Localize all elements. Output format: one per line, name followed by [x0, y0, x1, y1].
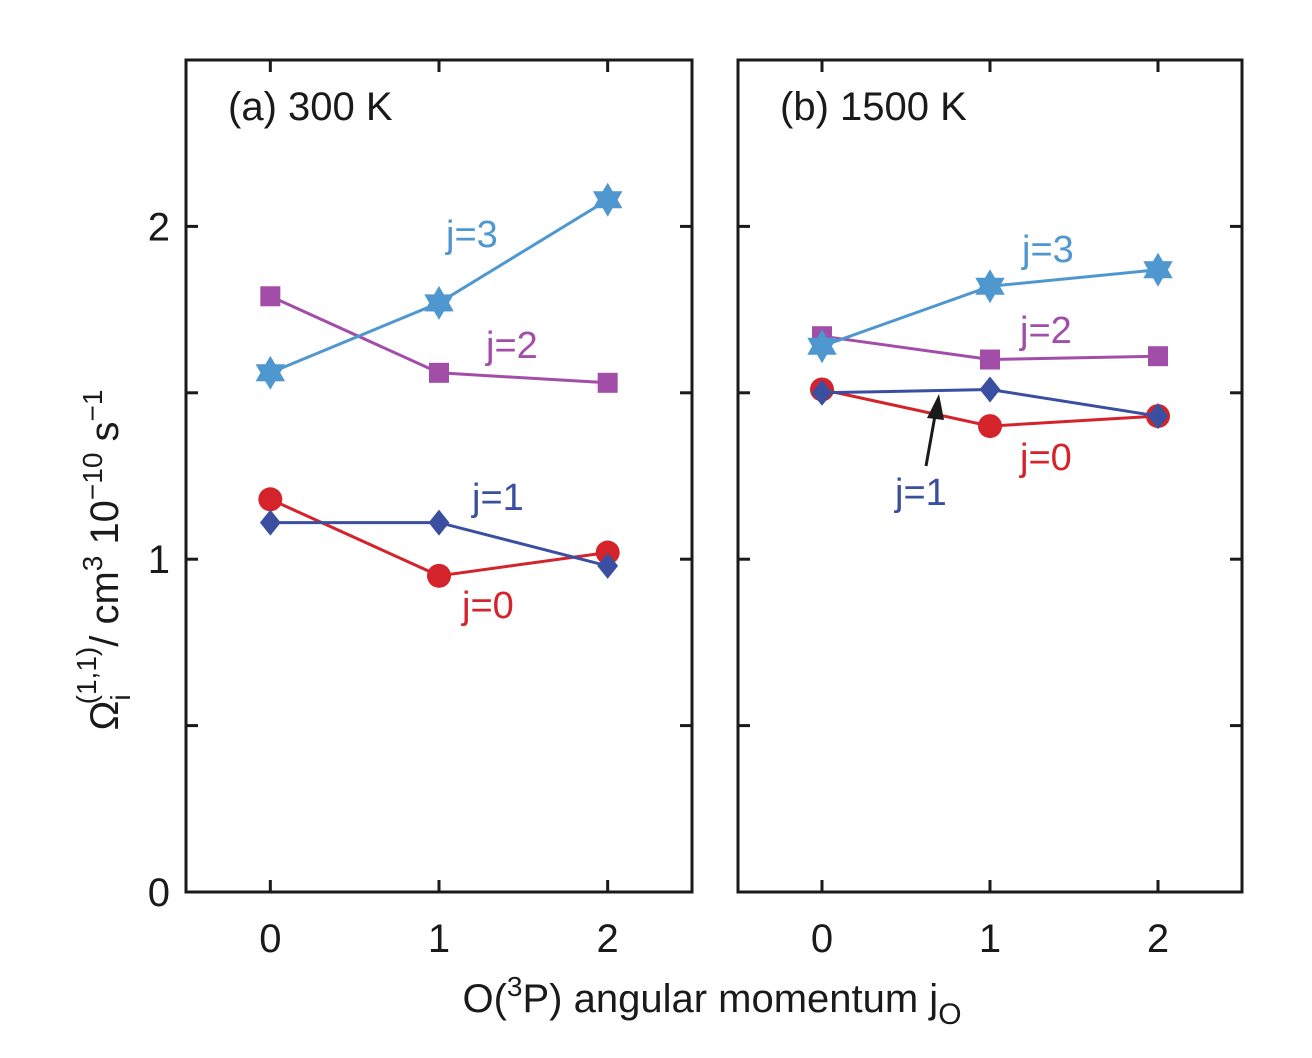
- x-tick-label: 1: [979, 917, 1001, 961]
- y-axis-unit-prefix: / cm: [83, 571, 127, 647]
- y-axis-unit-exp1: 3: [77, 556, 108, 572]
- data-point: [597, 552, 619, 579]
- data-point: [811, 379, 833, 406]
- data-point: [258, 487, 283, 512]
- data-point: [807, 329, 837, 364]
- series-label: j=1: [471, 477, 524, 519]
- series-j0: j=0: [258, 487, 620, 627]
- series-label: j=2: [485, 325, 538, 367]
- y-axis-unit-exp2: −1: [77, 389, 108, 421]
- x-axis-prefix: O(: [462, 977, 507, 1021]
- series-label: j=3: [445, 214, 498, 256]
- y-axis-scale: 10: [83, 500, 127, 556]
- x-tick-label: 2: [1147, 917, 1169, 961]
- data-point: [259, 509, 281, 536]
- panel-label: (a) 300 K: [228, 85, 393, 129]
- series-label: j=0: [461, 585, 514, 627]
- data-point: [429, 362, 449, 383]
- data-point: [592, 182, 623, 217]
- data-point: [975, 269, 1005, 304]
- data-point: [260, 286, 281, 307]
- panel-a-300k: 0 1 2 0 1 2 (a) 300 K j=0 j=1 j=2 j=3: [148, 58, 694, 961]
- series-j0: j=0: [810, 377, 1170, 479]
- plot-frame: [736, 58, 1244, 894]
- series-j1: j=1: [259, 477, 619, 579]
- x-axis-superscript: 3: [507, 971, 523, 1002]
- x-tick-label: 1: [428, 917, 450, 961]
- series-j3: j=3: [255, 182, 623, 390]
- y-tick-label: 2: [148, 205, 170, 249]
- x-tick-label: 0: [259, 917, 281, 961]
- plot-frame: [184, 58, 694, 894]
- x-tick-label: 2: [597, 917, 619, 961]
- x-axis-title: O(3P) angular momentum jO: [462, 971, 961, 1031]
- y-axis-subscript: i: [105, 694, 136, 700]
- series-j2: j=2: [812, 310, 1168, 370]
- data-point: [597, 372, 618, 393]
- series-j2: j=2: [260, 286, 618, 393]
- series-label: j=3: [1021, 229, 1074, 271]
- panel-label: (b) 1500 K: [780, 85, 967, 129]
- data-point: [424, 285, 454, 320]
- series-label: j=1: [894, 472, 947, 514]
- x-axis-middle: P) angular momentum j: [522, 977, 938, 1021]
- series-j1: j=1: [811, 376, 1169, 514]
- x-tick-label: 0: [811, 917, 833, 961]
- svg-text:Ωi(1,1)/ cm3 10−10 s−1: Ωi(1,1)/ cm3 10−10 s−1: [71, 389, 136, 730]
- data-point: [1143, 252, 1173, 287]
- data-point: [980, 349, 1000, 370]
- data-point: [979, 376, 1001, 403]
- data-point: [1148, 346, 1168, 367]
- panel-b-1500k: 0 1 2 (b) 1500 K j=0 j=1 j=2 j=3: [736, 58, 1244, 961]
- y-axis-title: Ωi(1,1)/ cm3 10−10 s−1: [71, 389, 136, 730]
- y-tick-label: 1: [148, 538, 170, 582]
- data-point: [1147, 403, 1169, 430]
- series-label: j=2: [1019, 310, 1072, 352]
- y-tick-label: 0: [148, 871, 170, 915]
- series-label: j=0: [1019, 437, 1072, 479]
- data-point: [427, 563, 451, 588]
- x-axis-subscript: O: [938, 998, 961, 1031]
- y-axis-unit-s: s: [83, 421, 127, 452]
- data-point: [978, 414, 1002, 439]
- y-axis-scale-exp: −10: [77, 453, 108, 501]
- series-j3: j=3: [807, 229, 1173, 364]
- y-axis-superscript: (1,1): [71, 647, 102, 705]
- data-point: [255, 355, 286, 390]
- data-point: [595, 540, 620, 565]
- y-axis-symbol: Ω: [83, 701, 127, 731]
- data-point: [428, 509, 450, 536]
- j1-pointer-arrow: [924, 394, 944, 467]
